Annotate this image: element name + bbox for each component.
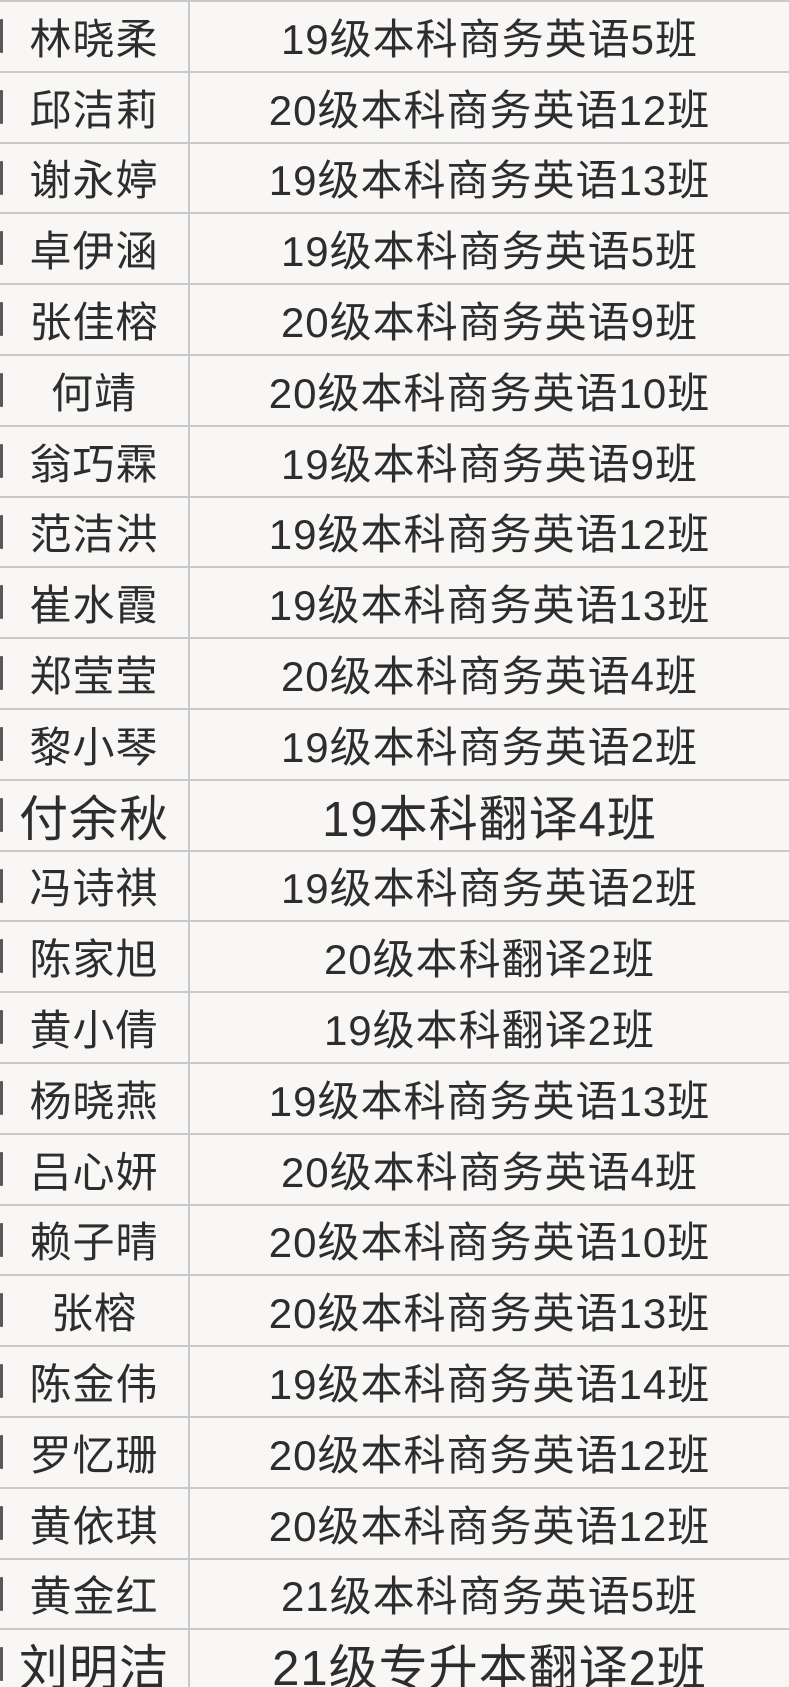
student-name-cell: 陈金伟 <box>0 1347 190 1416</box>
cropped-left-column-artifact <box>0 302 3 337</box>
table-row: 黄金红 21级本科商务英语5班 <box>0 1559 789 1631</box>
table-row: 陈家旭 20级本科翻译2班 <box>0 922 789 994</box>
class-name-cell: 20级本科商务英语10班 <box>268 369 711 417</box>
cropped-left-column-artifact <box>0 19 3 53</box>
student-name-cell: 陈家旭 <box>0 922 190 992</box>
cropped-left-column-artifact <box>0 89 3 124</box>
cropped-left-column-artifact <box>0 372 3 407</box>
class-name-cell: 20级本科商务英语10班 <box>268 1219 711 1267</box>
cropped-left-column-artifact <box>0 585 3 620</box>
table-row: 邱洁莉 20级本科商务英语12班 <box>0 72 789 144</box>
table-row: 张佳榕 20级本科商务英语9班 <box>0 285 789 356</box>
cropped-left-column-artifact <box>0 1647 3 1682</box>
cropped-left-column-artifact <box>0 443 3 478</box>
cropped-left-column-artifact <box>0 726 3 761</box>
table-row: 翁巧霖 19级本科商务英语9班 <box>0 426 789 498</box>
student-name-cell: 郑莹莹 <box>0 639 190 708</box>
class-name-cell: 20级本科商务英语12班 <box>268 1502 711 1550</box>
class-name-cell: 20级本科商务英语4班 <box>280 1148 699 1196</box>
student-name-cell: 吕心妍 <box>0 1134 190 1204</box>
class-name-cell: 19级本科商务英语13班 <box>268 1077 711 1125</box>
cropped-left-column-artifact <box>0 514 3 549</box>
student-name-cell: 黄小倩 <box>0 993 190 1062</box>
cropped-left-column-artifact <box>0 1010 3 1045</box>
table-row: 罗忆珊 20级本科商务英语12班 <box>0 1417 789 1489</box>
class-name-cell: 19级本科商务英语5班 <box>280 228 699 276</box>
table-row: 陈金伟 19级本科商务英语14班 <box>0 1347 789 1418</box>
table-row: 黄小倩 19级本科翻译2班 <box>0 993 789 1064</box>
student-name-cell: 张佳榕 <box>0 285 190 354</box>
student-name-cell: 范洁洪 <box>0 497 190 567</box>
table-row: 刘明洁 21级专升本翻译2班 <box>0 1630 789 1687</box>
table-row: 张榕 20级本科商务英语13班 <box>0 1276 789 1348</box>
student-name-cell: 黄金红 <box>0 1559 190 1629</box>
class-name-cell: 19级本科商务英语2班 <box>280 723 699 771</box>
cropped-left-column-artifact <box>0 797 3 832</box>
table-row: 崔水霞 19级本科商务英语13班 <box>0 568 789 640</box>
class-name-cell: 19级本科翻译2班 <box>323 1007 656 1055</box>
table-row: 林晓柔 19级本科商务英语5班 <box>0 2 789 73</box>
cropped-left-column-artifact <box>0 1434 3 1469</box>
cropped-left-column-artifact <box>0 939 3 974</box>
class-name-cell: 19级本科商务英语5班 <box>280 15 699 63</box>
cropped-left-column-artifact <box>0 1080 3 1115</box>
class-name-cell: 20级本科商务英语12班 <box>268 86 711 134</box>
table-row: 何靖 20级本科商务英语10班 <box>0 355 789 427</box>
student-name-cell: 张榕 <box>0 1276 190 1346</box>
student-name-cell: 刘明洁 <box>0 1630 190 1687</box>
student-name-cell: 罗忆珊 <box>0 1417 190 1487</box>
student-name-cell: 卓伊涵 <box>0 214 190 284</box>
class-name-cell: 19级本科商务英语14班 <box>268 1361 711 1409</box>
table-row: 谢永婷 19级本科商务英语13班 <box>0 143 789 215</box>
class-name-cell: 21级本科商务英语5班 <box>280 1573 699 1621</box>
cropped-left-column-artifact <box>0 1364 3 1399</box>
cropped-left-column-artifact <box>0 656 3 691</box>
class-name-cell: 21级专升本翻译2班 <box>272 1642 707 1687</box>
student-name-cell: 谢永婷 <box>0 143 190 213</box>
class-name-cell: 19级本科商务英语2班 <box>280 865 699 913</box>
table-row: 卓伊涵 19级本科商务英语5班 <box>0 214 789 286</box>
student-name-cell: 冯诗祺 <box>0 851 190 921</box>
class-name-cell: 20级本科商务英语9班 <box>280 299 699 347</box>
student-name-cell: 何靖 <box>0 355 190 425</box>
class-name-cell: 19级本科商务英语9班 <box>280 440 699 488</box>
table-row: 杨晓燕 19级本科商务英语13班 <box>0 1063 789 1135</box>
class-name-cell: 19级本科商务英语13班 <box>268 582 711 630</box>
class-name-cell: 20级本科商务英语4班 <box>280 653 699 701</box>
cropped-left-column-artifact <box>0 868 3 903</box>
table-row: 范洁洪 19级本科商务英语12班 <box>0 497 789 569</box>
table-row: 冯诗祺 19级本科商务英语2班 <box>0 851 789 923</box>
cropped-left-column-artifact <box>0 231 3 266</box>
cropped-left-column-artifact <box>0 1222 3 1257</box>
cropped-left-column-artifact <box>0 1505 3 1540</box>
table-row: 付余秋 19本科翻译4班 <box>0 780 789 852</box>
cropped-left-column-artifact <box>0 160 3 195</box>
table-row: 黎小琴 19级本科商务英语2班 <box>0 709 789 781</box>
class-name-cell: 20级本科翻译2班 <box>323 936 656 984</box>
student-name-cell: 杨晓燕 <box>0 1063 190 1133</box>
student-name-cell: 崔水霞 <box>0 568 190 638</box>
student-name-cell: 黄依琪 <box>0 1488 190 1558</box>
table-row: 赖子晴 20级本科商务英语10班 <box>0 1205 789 1277</box>
class-name-cell: 19本科翻译4班 <box>322 792 657 847</box>
student-name-cell: 翁巧霖 <box>0 426 190 496</box>
student-name-cell: 付余秋 <box>0 780 190 850</box>
cropped-left-column-artifact <box>0 1151 3 1186</box>
cropped-left-column-artifact <box>0 1293 3 1328</box>
student-name-cell: 赖子晴 <box>0 1205 190 1275</box>
cropped-left-column-artifact <box>0 1576 3 1611</box>
table-row: 黄依琪 20级本科商务英语12班 <box>0 1488 789 1560</box>
class-name-cell: 20级本科商务英语12班 <box>268 1431 711 1479</box>
student-name-cell: 黎小琴 <box>0 709 190 779</box>
class-name-cell: 20级本科商务英语13班 <box>268 1290 711 1338</box>
table-row: 郑莹莹 20级本科商务英语4班 <box>0 639 789 710</box>
class-name-cell: 19级本科商务英语12班 <box>268 511 711 559</box>
student-name-cell: 邱洁莉 <box>0 72 190 142</box>
class-name-cell: 19级本科商务英语13班 <box>268 157 711 205</box>
table-row: 吕心妍 20级本科商务英语4班 <box>0 1134 789 1206</box>
student-name-cell: 林晓柔 <box>0 2 190 71</box>
